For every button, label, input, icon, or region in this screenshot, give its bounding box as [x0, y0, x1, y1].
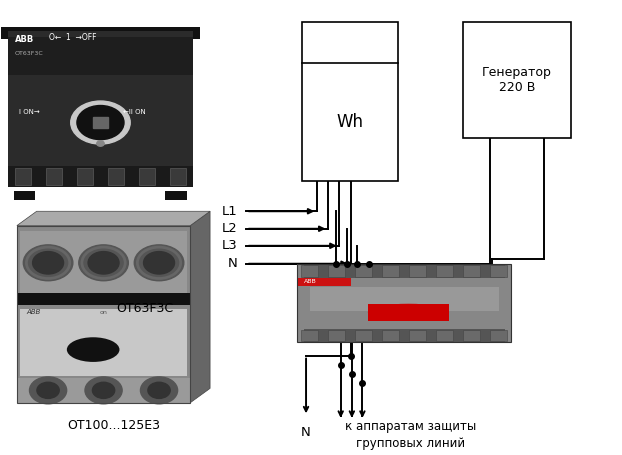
Text: L2: L2	[222, 222, 238, 235]
Bar	[382, 265, 399, 277]
Ellipse shape	[67, 337, 119, 362]
Text: L1: L1	[222, 205, 238, 218]
Bar	[355, 265, 373, 277]
Text: ABB: ABB	[15, 35, 34, 44]
Text: N: N	[228, 257, 238, 270]
Bar	[297, 278, 351, 286]
Bar	[77, 168, 93, 185]
Text: L3: L3	[222, 239, 238, 252]
Bar	[304, 264, 505, 278]
Bar	[1, 27, 200, 39]
Text: Генератор
220 В: Генератор 220 В	[482, 66, 552, 94]
Bar	[7, 37, 193, 76]
Bar	[463, 330, 480, 341]
Bar	[15, 168, 31, 185]
Text: O←  1  →OFF: O← 1 →OFF	[49, 33, 96, 42]
Bar	[382, 330, 399, 341]
Bar	[436, 265, 453, 277]
Text: OT63F3C: OT63F3C	[116, 302, 174, 315]
Text: ABB: ABB	[26, 309, 40, 315]
Bar	[301, 265, 318, 277]
Circle shape	[29, 377, 67, 404]
Text: OT100...125E3: OT100...125E3	[68, 419, 160, 432]
Bar	[409, 265, 426, 277]
Bar	[297, 264, 511, 342]
Bar	[436, 330, 453, 341]
Bar	[409, 330, 426, 341]
Circle shape	[77, 106, 124, 140]
Circle shape	[97, 141, 104, 146]
Circle shape	[144, 252, 175, 274]
Circle shape	[37, 382, 59, 399]
Bar	[93, 117, 108, 128]
Circle shape	[93, 382, 114, 399]
Circle shape	[71, 101, 130, 144]
Polygon shape	[190, 211, 210, 403]
Bar	[490, 330, 508, 341]
Text: Wh: Wh	[337, 113, 363, 131]
Bar	[490, 265, 508, 277]
Bar	[20, 231, 187, 293]
Circle shape	[148, 382, 170, 399]
Bar	[7, 167, 193, 187]
Bar	[463, 265, 480, 277]
Bar	[17, 226, 190, 403]
Bar	[310, 287, 499, 311]
Ellipse shape	[368, 304, 449, 321]
Bar	[46, 168, 62, 185]
Bar	[7, 30, 193, 167]
Circle shape	[23, 245, 73, 281]
Circle shape	[134, 245, 184, 281]
Text: I ON→: I ON→	[19, 110, 39, 116]
Polygon shape	[17, 211, 210, 226]
Bar	[108, 168, 124, 185]
Circle shape	[32, 252, 63, 274]
Circle shape	[79, 245, 128, 281]
Bar	[17, 378, 190, 403]
Text: OT63F3C: OT63F3C	[15, 51, 44, 56]
Bar	[17, 293, 190, 305]
Bar	[304, 329, 505, 342]
Text: ABB: ABB	[304, 279, 317, 284]
Bar	[328, 265, 345, 277]
Bar	[17, 226, 190, 403]
Bar	[463, 21, 571, 138]
Bar	[165, 191, 187, 200]
Text: к аппаратам защиты
групповых линий: к аппаратам защиты групповых линий	[345, 420, 476, 450]
Circle shape	[85, 377, 122, 404]
Bar	[301, 330, 318, 341]
Bar	[368, 304, 449, 321]
Bar	[20, 309, 187, 376]
Bar	[328, 330, 345, 341]
Bar	[14, 191, 35, 200]
Bar	[302, 21, 397, 181]
Bar	[297, 264, 511, 342]
Bar	[170, 168, 186, 185]
Circle shape	[141, 377, 178, 404]
Bar	[139, 168, 155, 185]
Circle shape	[88, 252, 119, 274]
Text: on: on	[100, 310, 108, 315]
Text: N: N	[301, 426, 311, 439]
Text: ←II ON: ←II ON	[123, 110, 146, 116]
Bar	[355, 330, 373, 341]
